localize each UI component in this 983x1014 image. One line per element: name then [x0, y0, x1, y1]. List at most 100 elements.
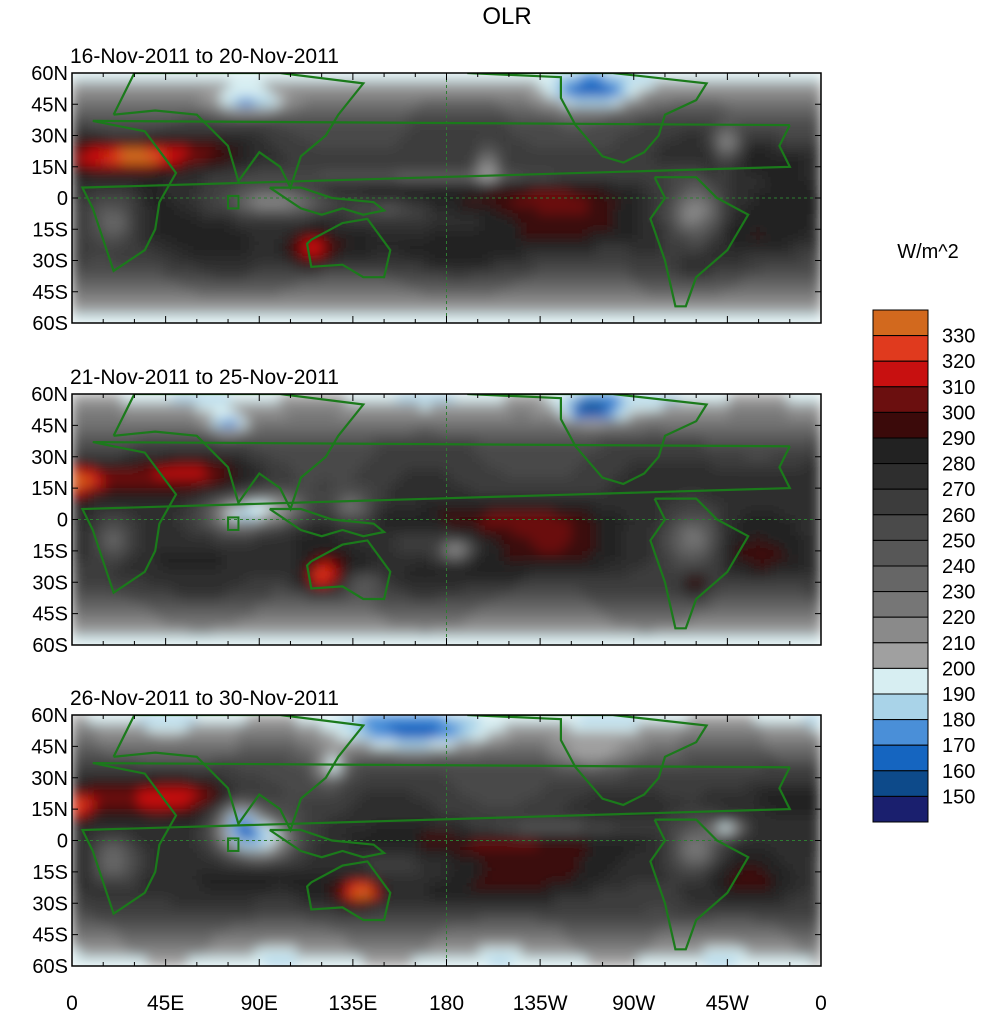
olr-cell	[579, 636, 589, 645]
olr-cell	[554, 435, 564, 445]
y-tick-label: 45S	[32, 282, 68, 304]
olr-cell	[570, 569, 581, 579]
olr-cell	[346, 452, 356, 462]
olr-cell	[204, 577, 214, 587]
olr-cell	[587, 443, 597, 454]
olr-cell	[396, 544, 406, 554]
olr-cell	[679, 247, 689, 257]
olr-cell	[595, 155, 606, 166]
olr-cell	[88, 569, 98, 579]
olr-cell	[88, 105, 98, 116]
olr-cell	[179, 619, 190, 629]
olr-cell	[96, 544, 106, 554]
olr-cell	[329, 443, 339, 454]
olr-cell	[212, 552, 223, 562]
olr-cell	[803, 114, 814, 124]
olr-cell	[587, 214, 597, 224]
olr-cell	[271, 585, 281, 596]
olr-cell	[379, 289, 389, 299]
olr-cell	[421, 197, 431, 207]
olr-cell	[246, 97, 256, 107]
olr-cell	[637, 585, 647, 596]
olr-cell	[495, 214, 506, 224]
olr-cell	[163, 594, 173, 604]
olr-cell	[587, 155, 597, 166]
olr-cell	[404, 502, 414, 512]
olr-cell	[387, 636, 398, 645]
olr-cell	[512, 205, 522, 216]
olr-cell	[171, 130, 181, 141]
olr-cell	[454, 418, 464, 428]
olr-cell	[221, 180, 231, 191]
olr-cell	[171, 602, 181, 613]
olr-cell	[645, 280, 656, 291]
olr-cell	[612, 410, 622, 420]
olr-cell	[396, 130, 406, 141]
olr-cell	[262, 443, 273, 454]
olr-cell	[72, 155, 81, 166]
olr-cell	[354, 73, 364, 82]
olr-cell	[412, 418, 423, 428]
olr-cell	[171, 627, 181, 638]
olr-cell	[595, 97, 606, 107]
olr-cell	[529, 619, 539, 629]
olr-cell	[337, 305, 348, 316]
olr-cell	[287, 443, 298, 454]
olr-cell	[812, 139, 821, 149]
olr-cell	[529, 527, 539, 537]
olr-cell	[720, 189, 730, 199]
olr-cell	[396, 272, 406, 282]
olr-cell	[138, 519, 148, 529]
olr-cell	[437, 585, 447, 596]
olr-cell	[379, 485, 389, 495]
olr-cell	[396, 552, 406, 562]
olr-cell	[404, 189, 414, 199]
olr-cell	[246, 147, 256, 157]
olr-cell	[96, 105, 106, 116]
olr-cell	[188, 73, 198, 82]
olr-cell	[504, 602, 514, 613]
olr-cell	[387, 305, 398, 316]
olr-cell	[79, 172, 90, 182]
olr-cell	[579, 426, 589, 437]
olr-cell	[229, 80, 239, 91]
olr-cell	[728, 122, 739, 132]
olr-cell	[446, 535, 456, 546]
olr-cell	[254, 114, 264, 124]
olr-cell	[88, 535, 98, 546]
olr-cell	[512, 585, 522, 596]
olr-cell	[587, 502, 597, 512]
olr-cell	[163, 394, 173, 403]
olr-cell	[429, 544, 439, 554]
olr-cell	[237, 585, 248, 596]
olr-cell	[212, 80, 223, 91]
olr-cell	[279, 611, 289, 621]
olr-cell	[188, 189, 198, 199]
olr-cell	[312, 89, 323, 99]
olr-cell	[212, 460, 223, 470]
olr-cell	[421, 394, 431, 403]
olr-cell	[712, 122, 722, 132]
olr-cell	[387, 577, 398, 587]
olr-cell	[146, 297, 156, 307]
olr-cell	[595, 627, 606, 638]
olr-cell	[379, 180, 389, 191]
olr-cell	[88, 401, 98, 412]
olr-cell	[254, 155, 264, 166]
olr-cell	[554, 230, 564, 241]
olr-cell	[246, 105, 256, 116]
olr-cell	[329, 502, 339, 512]
olr-cell	[620, 585, 631, 596]
olr-cell	[495, 255, 506, 266]
olr-cell	[79, 230, 90, 241]
olr-cell	[179, 418, 190, 428]
olr-cell	[670, 602, 681, 613]
olr-cell	[720, 222, 730, 232]
olr-cell	[212, 247, 223, 257]
olr-cell	[72, 602, 81, 613]
olr-cell	[138, 139, 148, 149]
olr-cell	[512, 577, 522, 587]
olr-cell	[712, 97, 722, 107]
olr-cell	[446, 452, 456, 462]
olr-cell	[537, 619, 547, 629]
